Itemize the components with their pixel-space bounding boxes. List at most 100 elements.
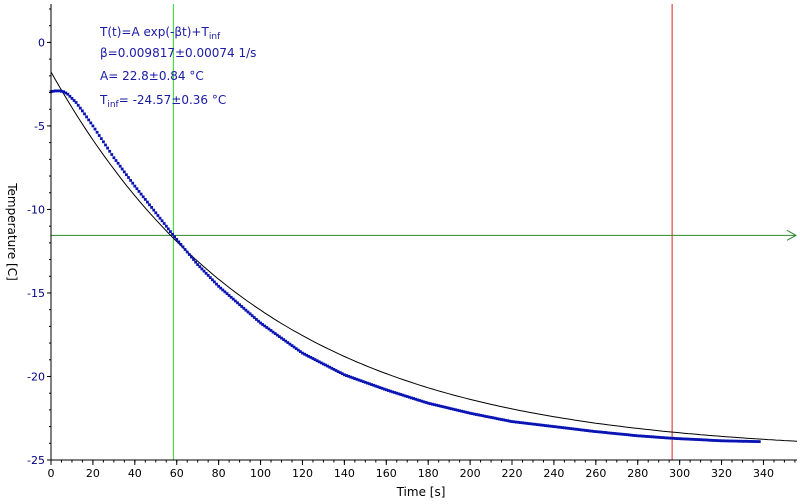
data-point: [449, 407, 453, 411]
x-tick-label: 60: [170, 467, 184, 480]
data-point: [713, 439, 717, 442]
data-point: [537, 423, 541, 427]
data-point: [397, 392, 401, 396]
data-point: [617, 432, 621, 436]
data-point: [273, 332, 277, 335]
data-point: [106, 146, 109, 150]
data-point: [177, 240, 181, 244]
data-point: [443, 405, 447, 409]
data-point: [577, 428, 581, 431]
fit-tinf-sub: inf: [107, 100, 119, 110]
data-point: [560, 426, 564, 429]
data-point: [510, 420, 514, 423]
data-point: [261, 323, 264, 326]
data-point: [236, 301, 239, 305]
data-point: [255, 318, 258, 321]
data-point: [642, 434, 646, 438]
data-point: [194, 260, 197, 264]
data-point: [51, 89, 55, 93]
data-point: [692, 438, 696, 441]
data-point: [556, 425, 560, 429]
data-point: [357, 378, 361, 382]
data-point: [382, 387, 386, 391]
data-point: [156, 214, 160, 217]
data-point: [368, 382, 371, 386]
data-point: [361, 380, 365, 383]
data-point: [263, 324, 267, 328]
data-point: [137, 190, 141, 193]
data-point: [458, 409, 461, 413]
data-point: [703, 438, 707, 442]
data-point: [477, 413, 480, 417]
data-point: [479, 413, 482, 417]
data-point: [707, 438, 711, 442]
data-point: [305, 353, 309, 357]
data-point: [190, 255, 193, 259]
data-point: [376, 385, 380, 389]
data-point: [340, 372, 344, 376]
x-tick-label: 180: [418, 467, 439, 480]
data-point: [89, 121, 93, 125]
data-point: [74, 101, 78, 104]
data-point: [514, 420, 518, 424]
data-point: [246, 310, 250, 314]
data-point: [278, 335, 281, 338]
data-point: [736, 439, 740, 443]
data-point: [322, 362, 325, 366]
data-point: [753, 440, 757, 443]
data-point: [651, 435, 654, 439]
data-point: [502, 418, 505, 422]
data-point: [686, 437, 690, 441]
data-point: [527, 422, 531, 425]
data-point: [127, 176, 130, 179]
data-point: [621, 432, 625, 436]
data-point: [319, 361, 323, 365]
data-point: [248, 312, 252, 316]
data-point: [324, 363, 327, 367]
data-point: [238, 303, 241, 307]
data-point: [164, 224, 168, 228]
data-point: [70, 97, 74, 100]
data-point: [183, 248, 187, 251]
data-point: [104, 143, 107, 147]
data-point: [313, 358, 317, 361]
data-point: [445, 406, 449, 410]
data-point: [659, 436, 663, 439]
data-point: [655, 435, 658, 439]
data-point: [91, 124, 95, 128]
data-point: [315, 359, 319, 363]
data-point: [487, 415, 491, 419]
data-point: [669, 436, 673, 440]
data-point: [311, 357, 315, 360]
data-point: [301, 351, 304, 355]
x-tick-label: 80: [212, 467, 226, 480]
data-point: [336, 370, 340, 373]
data-point: [523, 421, 526, 425]
data-point: [326, 364, 329, 368]
fit-beta: β=0.009817±0.00074 1/s: [100, 46, 256, 60]
data-point: [143, 198, 147, 201]
data-point: [152, 208, 156, 212]
data-point: [393, 391, 397, 394]
data-point: [363, 380, 367, 384]
data-point: [590, 429, 593, 433]
data-point: [166, 227, 170, 231]
x-tick-label: 260: [585, 467, 606, 480]
data-point: [87, 118, 91, 122]
x-tick-label: 20: [86, 467, 100, 480]
data-point: [441, 405, 445, 409]
data-point: [644, 435, 648, 438]
data-point: [391, 390, 394, 394]
data-point: [114, 159, 118, 162]
data-point: [483, 414, 487, 418]
data-point: [581, 428, 585, 432]
data-point: [724, 439, 728, 443]
data-point: [481, 414, 485, 418]
data-point: [187, 253, 191, 256]
data-point: [466, 411, 470, 415]
x-tick-label: 340: [753, 467, 774, 480]
data-point: [403, 394, 407, 398]
data-point: [160, 219, 164, 223]
data-point: [640, 434, 644, 438]
